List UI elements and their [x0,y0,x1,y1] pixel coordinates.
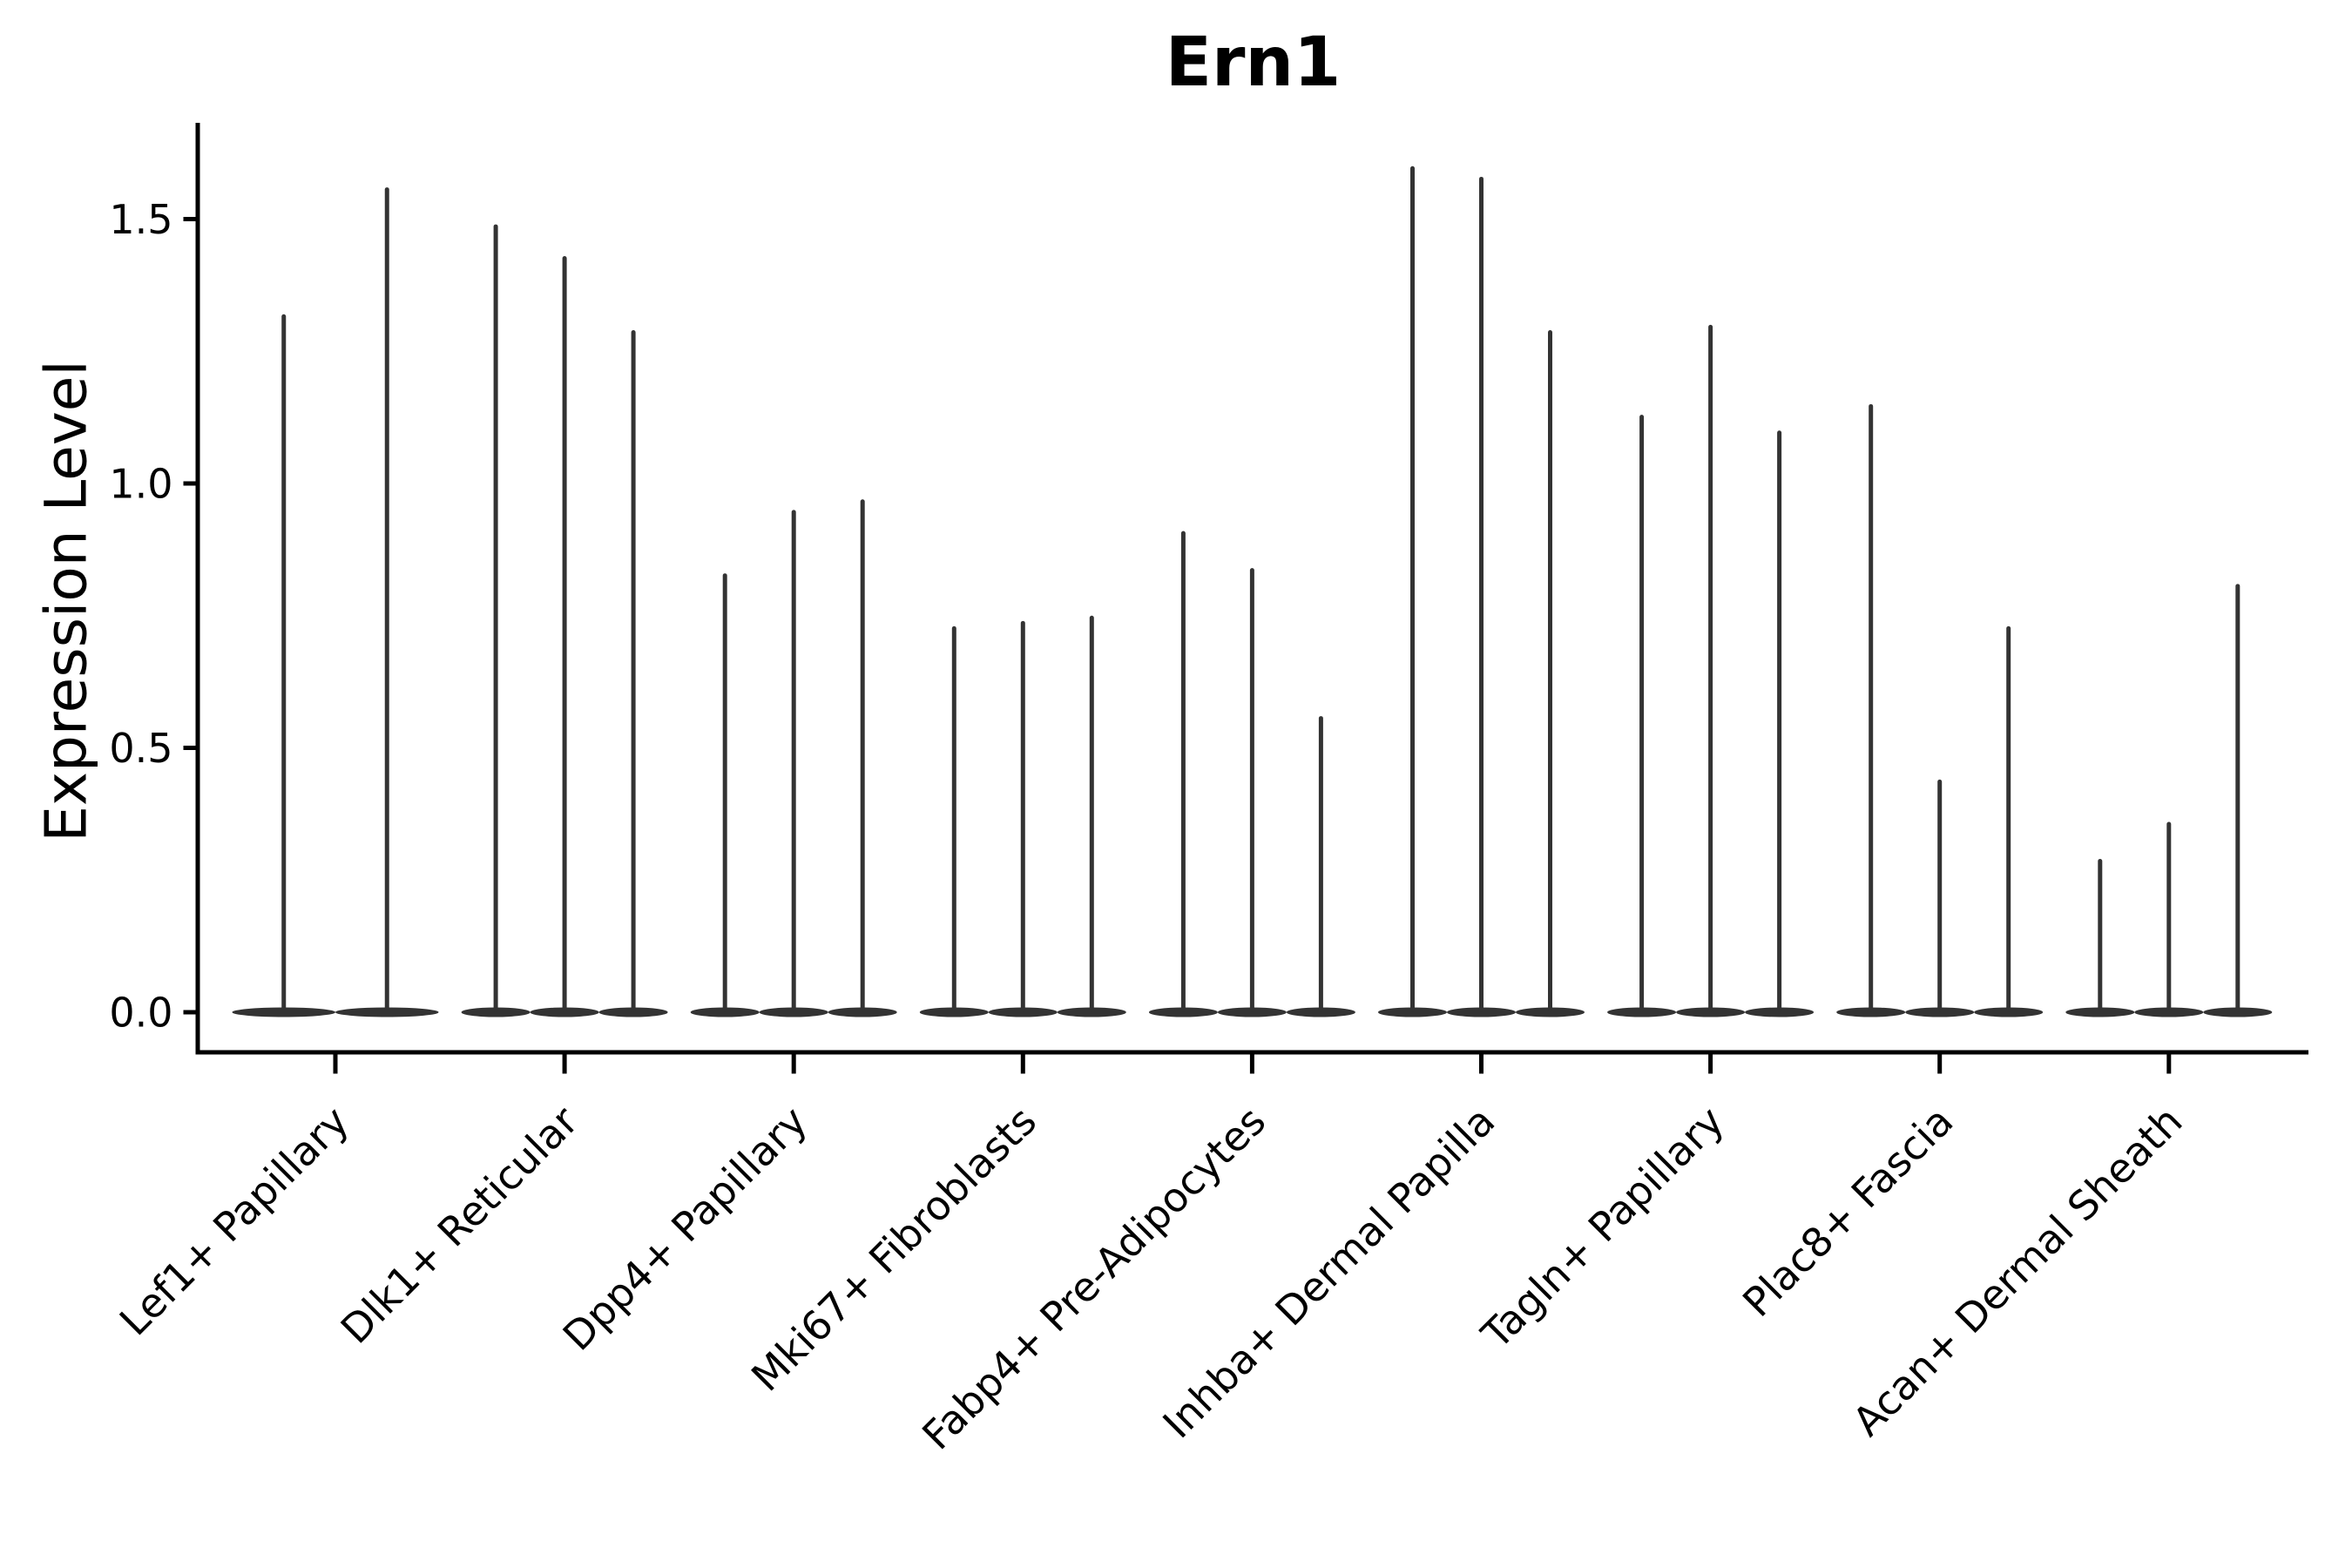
violin-spike [860,499,865,1012]
violin-spike [791,510,796,1012]
x-tick-mark [562,1054,567,1074]
violin-spike [1089,615,1094,1012]
violin-base [1745,1007,1815,1017]
x-tick-mark [1708,1054,1713,1074]
violin-spike [1410,166,1415,1013]
violin-spike [1318,716,1323,1012]
violin-spike [1548,329,1552,1013]
violin-spike [631,329,636,1013]
y-tick-mark [183,217,196,221]
x-tick-mark [333,1054,338,1074]
violin-spike [384,187,389,1012]
violin-spike [951,625,956,1012]
x-axis-spine [195,1050,2308,1055]
violin-spike [1937,779,1943,1012]
x-tick-label: Lef1+ Papillary [111,1098,358,1345]
violin-spike [1869,403,1874,1012]
violin-spike [1249,568,1254,1012]
y-axis-spine [195,123,200,1055]
y-tick-label: 1.5 [109,196,172,243]
x-tick-label: Tagln+ Papillary [1472,1098,1734,1359]
x-tick-mark [1249,1054,1254,1074]
violin-spike [1180,531,1186,1012]
violin-spike [2235,584,2240,1012]
x-tick-mark [1479,1054,1484,1074]
x-tick-label: Dlk1+ Reticular [332,1098,587,1353]
chart-title: Ern1 [1165,24,1342,102]
y-tick-mark [183,746,196,750]
y-tick-label: 1.0 [109,461,172,508]
x-tick-mark [2166,1054,2172,1074]
x-tick-mark [791,1054,796,1074]
violin-spike [493,224,498,1012]
y-tick-label: 0.0 [109,990,172,1037]
x-tick-label: Dpp4+ Papillary [554,1098,816,1360]
y-tick-mark [183,481,196,486]
y-tick-label: 0.5 [109,725,172,772]
violin-base [828,1007,897,1017]
violin-spike [2098,858,2103,1012]
violin-spike [1777,430,1782,1012]
violin-spike [562,255,567,1012]
x-tick-label: Plac8+ Fascia [1734,1098,1962,1326]
violin-spike [281,314,287,1012]
x-tick-mark [1937,1054,1943,1074]
violin-spike [1639,415,1645,1013]
violin-spike [2006,625,2011,1012]
violin-spike [1708,324,1713,1012]
violin-spike [1020,620,1025,1012]
violin-spike [722,573,727,1012]
x-tick-mark [1020,1054,1025,1074]
violin-spike [1479,176,1484,1012]
violin-spike [2166,821,2172,1012]
y-tick-mark [183,1010,196,1015]
